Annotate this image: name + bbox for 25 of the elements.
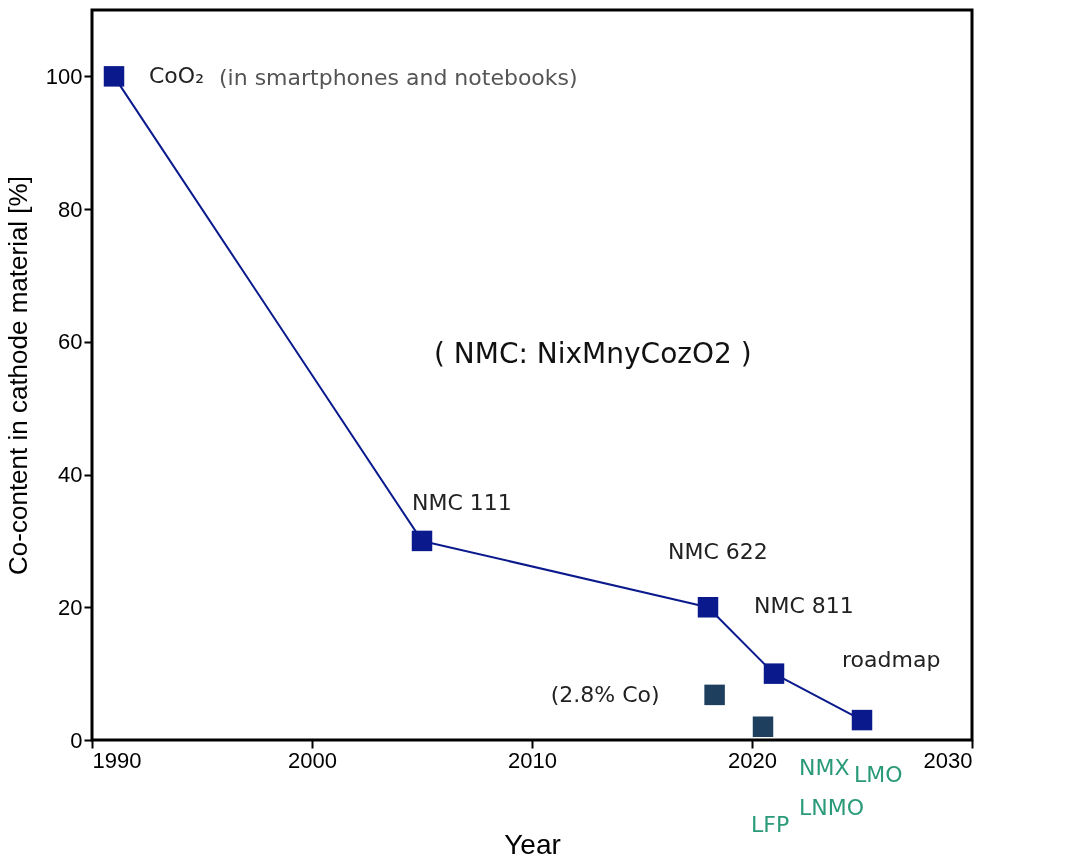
- y-tick-label: 80: [58, 196, 83, 222]
- annotation: ( NMC: NixMnyCozO2 ): [434, 337, 752, 370]
- x-tick-label: 1990: [92, 747, 142, 773]
- text: NMX: [799, 755, 850, 780]
- x-axis-title: Year: [504, 828, 561, 855]
- annotation: (in smartphones and notebooks): [219, 65, 578, 90]
- y-tick-label: 60: [58, 329, 83, 355]
- y-axis-title: Co-content in cathode material [%]: [2, 176, 33, 575]
- annotation: NMC 811: [754, 592, 854, 618]
- annotation: roadmap: [842, 647, 941, 673]
- y-tick-label: 100: [45, 63, 83, 89]
- text: LFP: [751, 812, 790, 837]
- x-tick-label: 2000: [288, 747, 337, 773]
- y-tick-label: 40: [58, 462, 83, 488]
- text: LMO: [854, 762, 903, 787]
- x-tick-label: 2020: [728, 747, 777, 773]
- x-tick-label: 2010: [508, 747, 557, 773]
- annotation: NMC 111: [412, 489, 512, 515]
- annotation: NMC 622: [668, 539, 768, 565]
- y-tick-label: 20: [58, 594, 83, 620]
- y-tick-label: 0: [70, 727, 83, 753]
- annotation: (2.8% Co): [550, 681, 660, 707]
- annotation: CoO₂: [149, 63, 204, 89]
- text: LNMO: [799, 795, 865, 820]
- x-tick-label: 2030: [923, 747, 973, 773]
